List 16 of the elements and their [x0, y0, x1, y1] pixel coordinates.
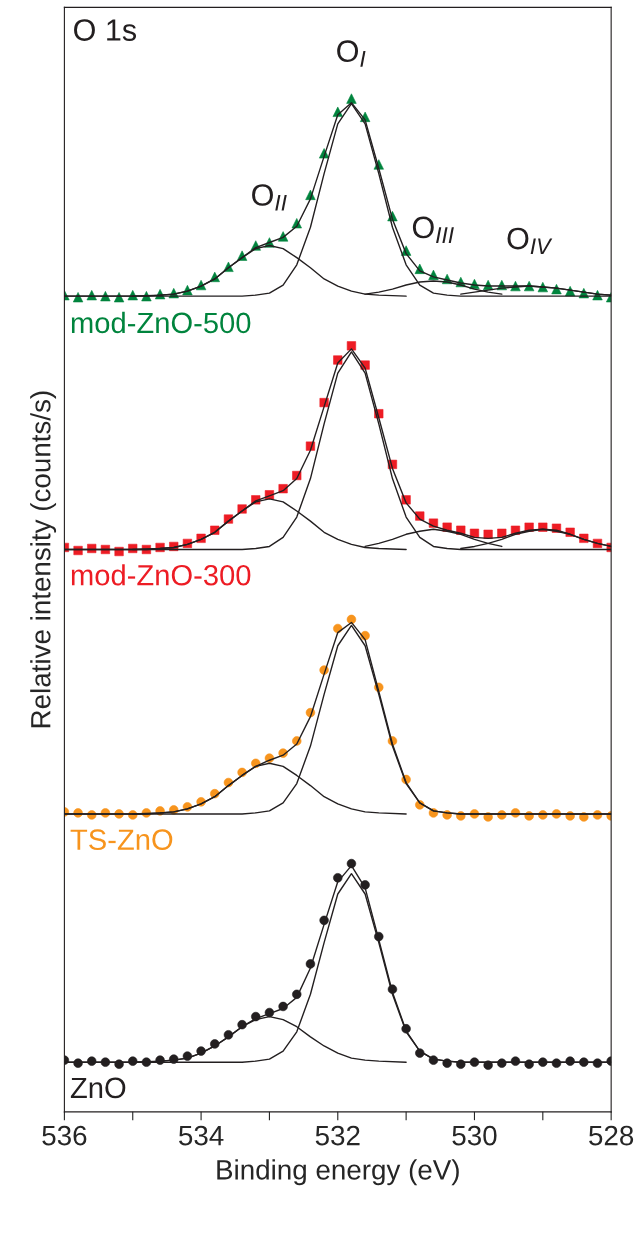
annotation: O$_{IV}$ [507, 227, 553, 255]
text: O 1s [74, 19, 137, 41]
series-label: mod-ZnO-300 [71, 564, 251, 586]
series-label: TS-ZnO [70, 829, 173, 851]
series-label: ZnO [70, 1077, 126, 1099]
x-tick-label: 536 [42, 1125, 87, 1146]
y-axis-title: Relative intensity (counts/s) [30, 391, 57, 728]
annotation: O$_{III}$ [412, 216, 454, 243]
annotation: O$_{I}$ [337, 40, 366, 67]
x-tick-label: 534 [179, 1125, 224, 1146]
x-axis-title: Binding energy (eV) [217, 1159, 459, 1186]
x-tick-label: 528 [589, 1125, 634, 1146]
annotation: O$_{II}$ [252, 184, 287, 211]
x-tick-label: 532 [315, 1125, 360, 1146]
series-label: mod-ZnO-500 [71, 311, 251, 334]
x-tick-label: 530 [452, 1125, 497, 1146]
